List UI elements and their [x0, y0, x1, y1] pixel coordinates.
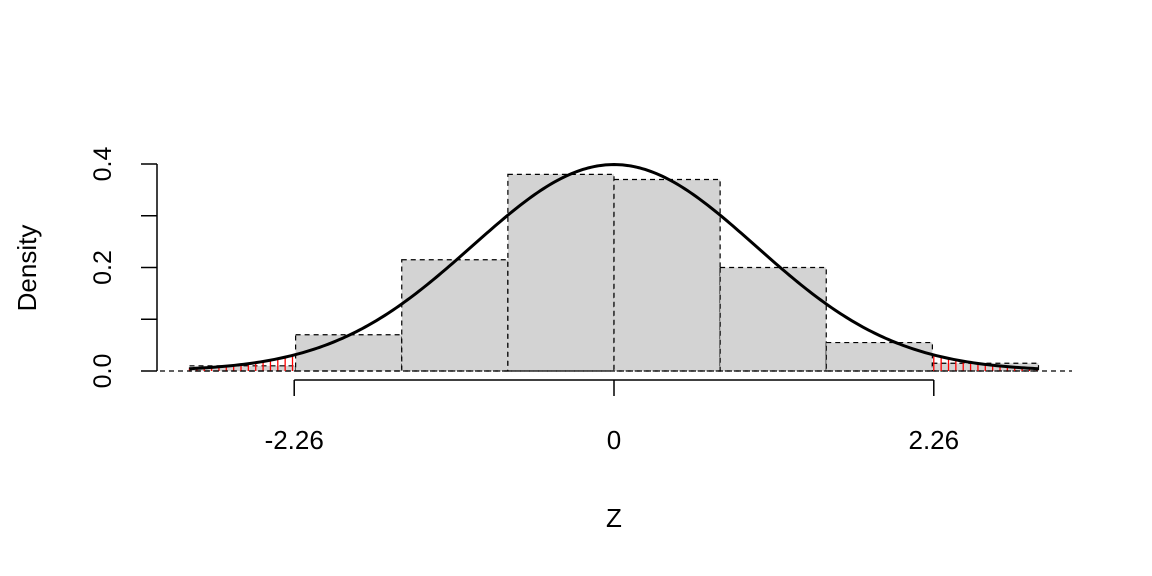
y-tick-label-0: 0.0 — [89, 354, 117, 389]
histogram-bar-6 — [719, 266, 827, 372]
histogram-bar-7 — [825, 341, 933, 372]
y-tick-label-2: 0.4 — [89, 147, 117, 182]
x-tick-label-2: 2.26 — [908, 425, 959, 455]
normal-density-curve — [189, 163, 1039, 371]
x-tick-label-1: 0 — [607, 425, 621, 455]
histogram-bar-5 — [613, 178, 721, 372]
x-tick-label-0: -2.26 — [265, 425, 324, 455]
y-axis-label: Density — [12, 225, 42, 312]
x-axis-label: Z — [606, 503, 622, 533]
y-tick-label-1: 0.2 — [89, 250, 117, 285]
x-axis: -2.26 0 2.26 — [265, 379, 959, 455]
histogram-bar-3 — [401, 259, 509, 372]
histogram-bar-2 — [295, 334, 403, 372]
histogram-bar-4 — [507, 173, 615, 372]
histogram-bars — [188, 173, 1040, 372]
y-axis: 0.0 0.2 0.4 — [89, 147, 158, 389]
